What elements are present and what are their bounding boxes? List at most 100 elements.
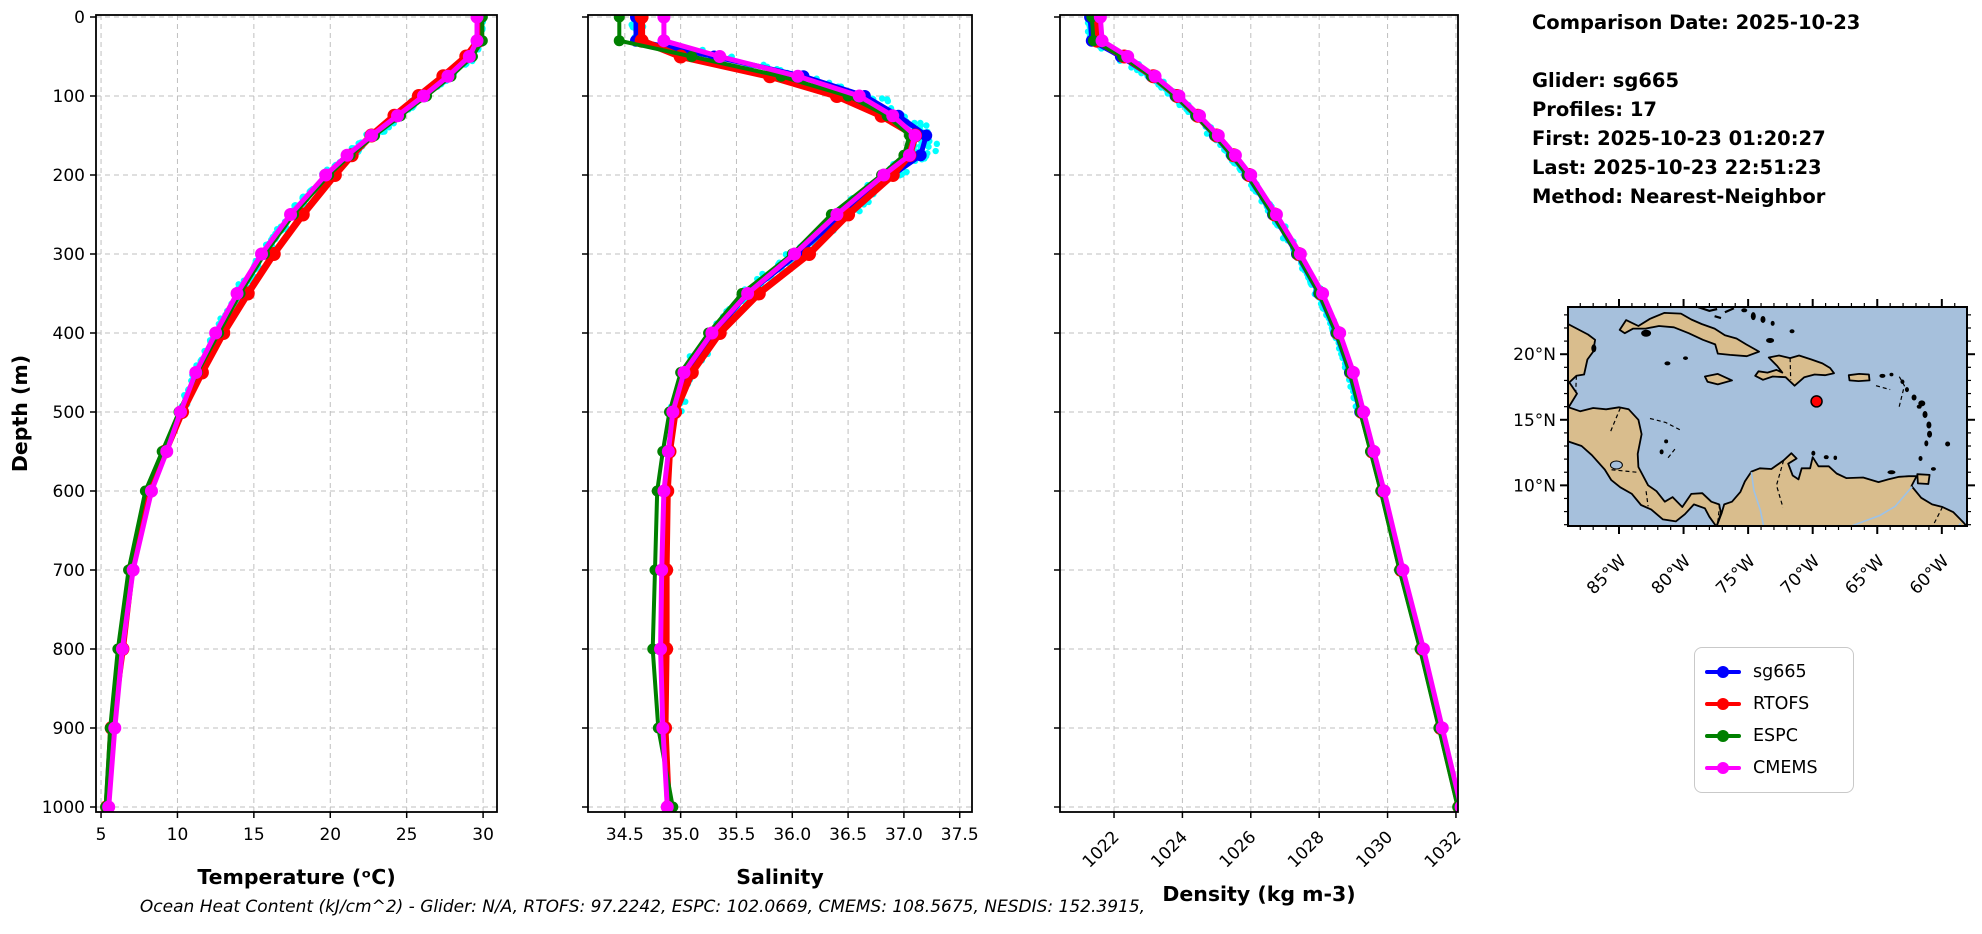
tick-marks — [90, 16, 484, 818]
axes-spines — [1059, 14, 1459, 813]
small-island — [1823, 455, 1829, 460]
small-island — [1750, 312, 1756, 321]
small-island — [1811, 450, 1816, 456]
svg-text:70°W: 70°W — [1777, 551, 1824, 598]
border-line — [1609, 469, 1637, 473]
map-layers — [1568, 307, 1967, 526]
ocean-heat-content-caption: Ocean Heat Content (kJ/cm^2) - Glider: N… — [139, 897, 1146, 917]
border-line — [1667, 447, 1677, 459]
landmass — [1916, 473, 1931, 485]
tick-labels: 34.5 35.0 35.5 36.0 36.5 37.0 37.5 — [606, 825, 979, 845]
svg-text:300: 300 — [53, 245, 85, 265]
y-axis-label: Depth (m) — [8, 355, 32, 472]
svg-text:10°N: 10°N — [1513, 476, 1556, 496]
small-island — [1918, 455, 1923, 461]
svg-text:20°N: 20°N — [1513, 345, 1556, 365]
small-island — [1924, 440, 1929, 447]
legend-label: sg665 — [1753, 662, 1807, 682]
small-island — [1766, 337, 1775, 343]
legend-marker-dot — [1717, 762, 1729, 774]
small-island — [1833, 455, 1838, 461]
river — [1851, 486, 1913, 526]
legend-item-sg665: sg665 — [1705, 656, 1841, 688]
legend-marker-dot — [1717, 730, 1729, 742]
small-island — [1922, 411, 1928, 419]
bahamas-islands — [1714, 315, 1722, 320]
small-island — [1789, 329, 1795, 334]
lake — [1609, 460, 1623, 470]
border-line — [1932, 506, 1944, 526]
legend-line-swatch — [1705, 698, 1741, 710]
svg-text:37.5: 37.5 — [941, 825, 979, 845]
svg-text:37.0: 37.0 — [885, 825, 923, 845]
river — [1750, 472, 1765, 526]
small-island — [1664, 439, 1669, 444]
profile-plots: 5 10 15 20 25 3001002003004005006007008009001… — [8, 8, 1465, 906]
svg-text:0: 0 — [74, 8, 85, 28]
border-line — [1775, 460, 1785, 508]
x-axis-label: Density (kg m-3) — [1162, 882, 1355, 906]
svg-text:35.0: 35.0 — [662, 825, 700, 845]
border-line — [1575, 375, 1577, 393]
svg-text:85°W: 85°W — [1583, 551, 1630, 598]
svg-text:20: 20 — [319, 825, 341, 845]
small-island — [1591, 344, 1597, 353]
svg-text:200: 200 — [53, 166, 85, 186]
border-line — [1645, 491, 1649, 507]
glider-position-marker — [1810, 395, 1823, 408]
landmass — [1704, 373, 1733, 386]
series-cmems — [654, 15, 922, 812]
border-line — [1609, 407, 1621, 434]
small-island — [1945, 441, 1951, 447]
gridlines — [96, 15, 497, 812]
axes-spines — [587, 14, 973, 813]
legend-line-swatch — [1705, 762, 1741, 774]
small-island — [1760, 315, 1766, 323]
small-island — [1911, 394, 1917, 401]
svg-text:500: 500 — [53, 403, 85, 423]
gridlines — [588, 15, 972, 812]
gridlines — [1060, 15, 1458, 812]
svg-text:400: 400 — [53, 324, 85, 344]
svg-text:36.0: 36.0 — [773, 825, 811, 845]
subplot-salinity: 34.5 35.0 35.5 36.0 36.5 37.0 37.5 Salinity — [582, 14, 979, 889]
comparison-date-text: Comparison Date: 2025-10-23 — [1532, 11, 1861, 34]
subplot-temperature: 5 10 15 20 25 3001002003004005006007008009001… — [8, 8, 498, 889]
x-axis-label: Salinity — [736, 865, 823, 889]
svg-text:25: 25 — [396, 825, 418, 845]
svg-text:5: 5 — [96, 825, 107, 845]
x-axis-label: Temperature (ᵒC) — [197, 865, 395, 889]
svg-text:65°W: 65°W — [1841, 551, 1888, 598]
svg-text:75°W: 75°W — [1712, 551, 1759, 598]
legend-label: ESPC — [1753, 726, 1798, 746]
svg-text:60°W: 60°W — [1906, 551, 1953, 598]
small-island — [1900, 379, 1905, 384]
legend-line-swatch — [1705, 730, 1741, 742]
series-cmems — [102, 15, 484, 812]
legend-line-swatch — [1705, 666, 1741, 678]
metadata-panel: Comparison Date: 2025-10-23 Glider: sg66… — [1532, 8, 1972, 211]
svg-text:1000: 1000 — [42, 798, 85, 818]
border-line — [1875, 385, 1891, 391]
map-ticks — [1560, 299, 1975, 534]
svg-text:80°W: 80°W — [1648, 551, 1695, 598]
small-island — [1659, 449, 1664, 455]
small-island — [1889, 372, 1894, 377]
border-line — [1789, 358, 1792, 380]
landmass — [1754, 354, 1835, 387]
svg-text:34.5: 34.5 — [606, 825, 644, 845]
small-island — [1887, 470, 1896, 475]
landmass — [1847, 373, 1871, 382]
profiles-count-text: Profiles: 17 — [1532, 98, 1657, 121]
border-line — [1898, 376, 1906, 407]
landmass — [1715, 452, 1967, 526]
svg-text:36.5: 36.5 — [829, 825, 867, 845]
bahamas-islands — [1724, 307, 1735, 314]
legend-item-rtofs: RTOFS — [1705, 688, 1841, 720]
svg-text:100: 100 — [53, 87, 85, 107]
small-island — [1770, 320, 1775, 326]
svg-text:900: 900 — [53, 719, 85, 739]
last-time-text: Last: 2025-10-23 22:51:23 — [1532, 156, 1822, 179]
